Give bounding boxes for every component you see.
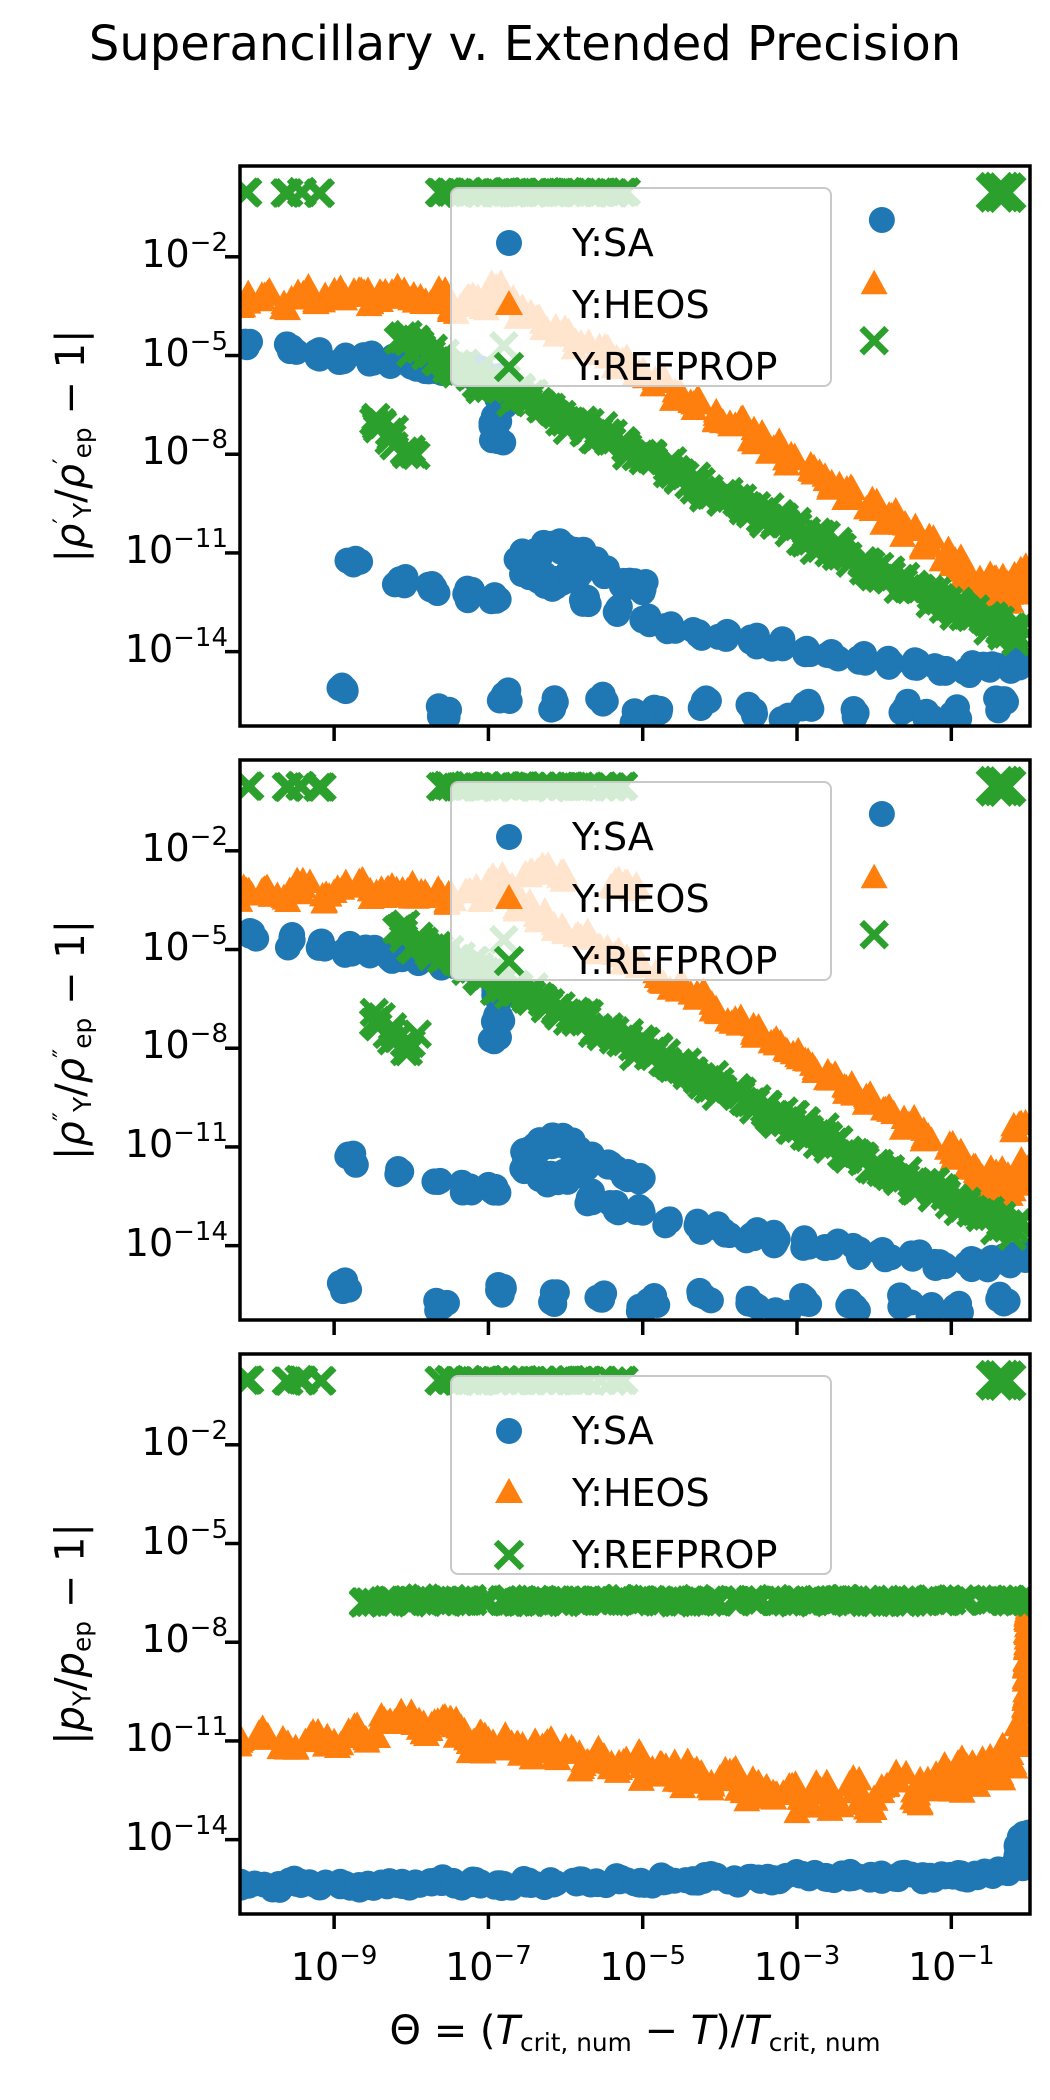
legend-label: Y:HEOS <box>572 877 710 921</box>
x-icon <box>493 945 525 977</box>
series-y-sa <box>239 1819 1031 1903</box>
legend-box: Y:SA Y:HEOS Y:REFPROP <box>450 781 832 983</box>
axes-spines <box>238 758 1032 1322</box>
y-tick-label: 10−2 <box>141 227 228 276</box>
subplot-2 <box>239 765 1031 1321</box>
legend-entry-y-heos: Y:HEOS <box>452 1462 830 1524</box>
triangle-icon <box>495 290 523 315</box>
circle-icon <box>496 824 522 850</box>
series-y-refprop-fail-crit <box>975 765 1027 808</box>
triangle-icon <box>495 1478 523 1503</box>
x-icon <box>493 1539 525 1571</box>
x-axis-label: Θ = (Tcrit, num − T)/Tcrit, num <box>389 2008 881 2057</box>
legend-entry-y-refprop: Y:REFPROP <box>452 1524 830 1586</box>
x-tick-label: 10−7 <box>445 1941 532 1989</box>
y-axis-label-3: |pY/pep − 1| <box>47 1523 97 1745</box>
axes-spines <box>238 1352 1032 1916</box>
y-axis-label-1: |ρ′Y/ρ′ep − 1| <box>47 329 97 563</box>
legend-entry-y-sa: Y:SA <box>452 1400 830 1462</box>
y-tick-label: 10−11 <box>124 1117 228 1166</box>
subplot-1 <box>239 171 1031 727</box>
x-tick-label: 10−1 <box>907 1941 995 1989</box>
legend-entry-y-sa: Y:SA <box>452 212 830 274</box>
legend-label: Y:SA <box>572 221 654 265</box>
y-tick-label: 10−8 <box>141 425 228 474</box>
x-tick-label: 10−5 <box>599 1941 687 1989</box>
legend-label: Y:REFPROP <box>572 345 778 389</box>
x-icon <box>493 351 525 383</box>
y-tick-label: 10−2 <box>141 1415 228 1464</box>
axes-spines <box>238 164 1032 728</box>
y-tick-label: 10−8 <box>141 1019 228 1068</box>
legend-label: Y:HEOS <box>572 283 710 327</box>
x-tick-label: 10−3 <box>753 1941 841 1989</box>
series-y-sa <box>239 328 1031 727</box>
series-y-sa-outlier <box>868 800 895 827</box>
triangle-icon <box>495 884 523 909</box>
y-axis-label-2: |ρ″Y/ρ″ep − 1| <box>47 919 97 1161</box>
series-y-refprop <box>348 1583 1031 1618</box>
series-y-refprop <box>358 909 1031 1252</box>
legend-label: Y:SA <box>572 815 654 859</box>
y-tick-label: 10−8 <box>141 1613 228 1662</box>
y-tick-label: 10−11 <box>124 523 228 572</box>
legend-box: Y:SA Y:HEOS Y:REFPROP <box>450 187 832 389</box>
legend-entry-y-heos: Y:HEOS <box>452 274 830 336</box>
legend-entry-y-sa: Y:SA <box>452 806 830 868</box>
x-tick-label: 10−9 <box>290 1941 378 1989</box>
y-tick-label: 10−14 <box>124 1810 228 1859</box>
legend-label: Y:REFPROP <box>572 939 778 983</box>
legend-entry-y-refprop: Y:REFPROP <box>452 336 830 398</box>
legend-label: Y:SA <box>572 1409 654 1453</box>
y-tick-label: 10−5 <box>141 326 228 375</box>
series-y-refprop-fail-crit <box>975 171 1027 214</box>
y-tick-label: 10−11 <box>124 1711 228 1760</box>
figure-title: Superancillary v. Extended Precision <box>88 16 962 72</box>
series-y-heos <box>239 1697 1031 1824</box>
series-y-sa-outlier <box>868 206 895 233</box>
legend-label: Y:HEOS <box>572 1471 710 1515</box>
y-tick-label: 10−5 <box>141 920 228 969</box>
legend-entry-y-refprop: Y:REFPROP <box>452 930 830 992</box>
legend-label: Y:REFPROP <box>572 1533 778 1577</box>
circle-icon <box>496 230 522 256</box>
legend-entry-y-heos: Y:HEOS <box>452 868 830 930</box>
y-tick-label: 10−14 <box>124 1216 228 1265</box>
y-tick-label: 10−5 <box>141 1514 228 1563</box>
circle-icon <box>496 1418 522 1444</box>
y-tick-label: 10−14 <box>124 622 228 671</box>
series-y-refprop-fail-crit <box>975 1359 1027 1402</box>
series-y-heos-outlier <box>860 863 888 889</box>
series-y-heos-outlier <box>860 269 888 295</box>
legend-box: Y:SA Y:HEOS Y:REFPROP <box>450 1375 832 1577</box>
y-tick-label: 10−2 <box>141 821 228 870</box>
